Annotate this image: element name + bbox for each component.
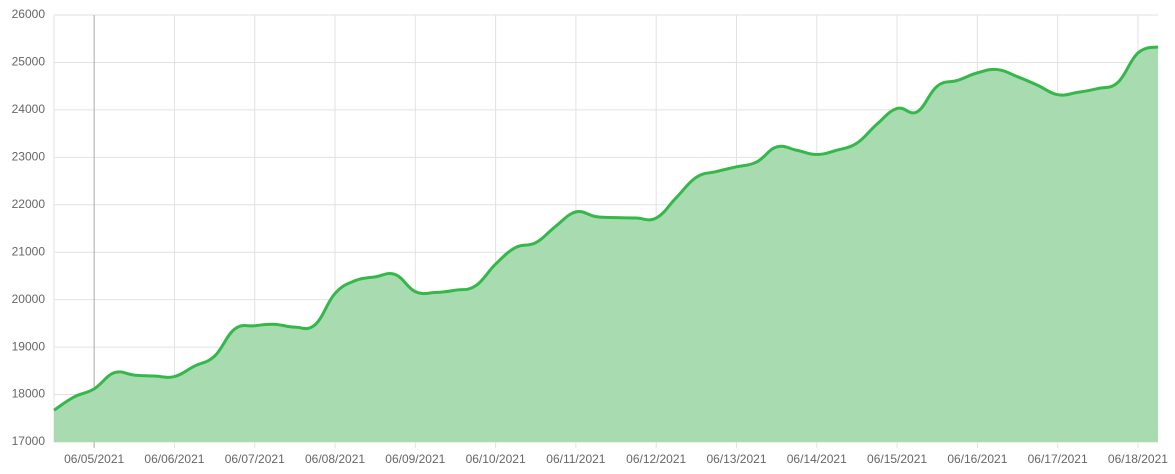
x-tick-label: 06/12/2021 — [626, 452, 686, 466]
x-tick-label: 06/17/2021 — [1028, 452, 1088, 466]
y-tick-label: 20000 — [12, 292, 46, 306]
x-tick-label: 06/06/2021 — [144, 452, 204, 466]
x-tick-label: 06/11/2021 — [546, 452, 605, 466]
y-tick-label: 26000 — [12, 7, 46, 21]
y-tick-label: 19000 — [12, 339, 46, 353]
x-tick-label: 06/15/2021 — [867, 452, 927, 466]
line — [53, 45, 1159, 412]
x-tick-label: 06/10/2021 — [466, 452, 526, 466]
x-tick-label: 06/05/2021 — [64, 452, 124, 466]
y-tick-label: 22000 — [12, 197, 46, 211]
x-tick-label: 06/07/2021 — [225, 452, 285, 466]
y-tick-label: 18000 — [12, 387, 46, 401]
y-tick-label: 24000 — [12, 102, 46, 116]
x-tick-label: 06/08/2021 — [305, 452, 365, 466]
x-tick-label: 06/09/2021 — [385, 452, 445, 466]
x-tick-label: 06/14/2021 — [787, 452, 847, 466]
y-tick-label: 17000 — [12, 434, 46, 448]
x-tick-label: 06/18/2021 — [1108, 452, 1168, 466]
area-fill — [54, 46, 1158, 442]
y-tick-label: 25000 — [12, 55, 46, 69]
y-tick-label: 23000 — [12, 150, 46, 164]
y-tick-label: 21000 — [12, 244, 46, 258]
x-tick-label: 06/13/2021 — [706, 452, 766, 466]
x-tick-label: 06/16/2021 — [947, 452, 1007, 466]
